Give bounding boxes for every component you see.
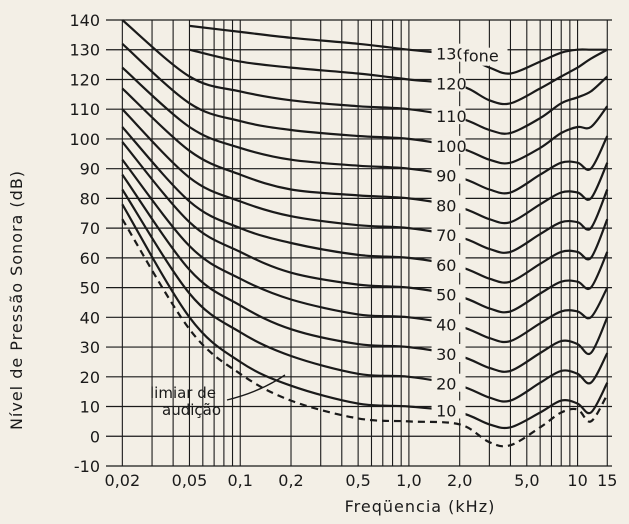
unit-label: fone <box>463 47 498 66</box>
curve-20 <box>121 188 609 403</box>
y-tick-label: 20 <box>80 368 100 387</box>
curve-label-20: 20 <box>436 375 456 394</box>
curve-label-30: 30 <box>436 345 456 364</box>
curve-label-bg <box>431 400 466 419</box>
curve-label-bg <box>431 73 466 92</box>
curve-label-bg <box>431 314 466 333</box>
x-tick-label: 15 <box>597 471 617 490</box>
threshold-label-line1: limiar de <box>150 384 216 402</box>
x-tick-label: 0,2 <box>278 471 303 490</box>
curve-label-bg <box>431 254 466 273</box>
y-tick-label: 90 <box>80 160 100 179</box>
y-tick-label: -10 <box>74 457 100 476</box>
y-tick-label: 100 <box>69 130 100 149</box>
y-tick-label: 0 <box>90 427 100 446</box>
curve-label-bg <box>431 165 466 184</box>
curve-label-40: 40 <box>436 315 456 334</box>
x-tick-label: 0,05 <box>172 471 208 490</box>
x-tick-label: 5,0 <box>514 471 539 490</box>
curve-label-bg <box>431 284 466 303</box>
curve-label-bg <box>431 343 466 362</box>
curve-70 <box>121 108 609 254</box>
curve-label-100: 100 <box>436 137 467 156</box>
curve-label-130: 130 <box>436 45 467 64</box>
unit-label-bg <box>461 47 508 66</box>
curve-110 <box>121 19 609 135</box>
y-tick-label: 30 <box>80 338 100 357</box>
x-tick-label: 10 <box>567 471 587 490</box>
curve-label-80: 80 <box>436 196 456 215</box>
curve-label-50: 50 <box>436 286 456 305</box>
curve-label-bg <box>431 225 466 244</box>
curve-label-60: 60 <box>436 256 456 275</box>
x-axis-title: Freqüencia (kHz) <box>345 497 496 516</box>
curve-30 <box>121 173 609 373</box>
y-tick-label: 40 <box>80 308 100 327</box>
curve-label-90: 90 <box>436 167 456 186</box>
curve-labels: 130 120 110 100 90 80 70 60 50 40 30 20 10 fone <box>431 43 508 420</box>
y-tick-label: 80 <box>80 189 100 208</box>
y-tick-label: 110 <box>69 100 100 119</box>
curve-120 <box>189 48 608 106</box>
curve-label-bg <box>431 106 466 125</box>
x-tick-label: 0,5 <box>345 471 370 490</box>
curve-label-bg <box>431 195 466 214</box>
x-tick-label: 0,02 <box>105 471 141 490</box>
x-tick-label: 0,1 <box>228 471 253 490</box>
curve-100 <box>121 42 609 165</box>
y-tick-label: 140 <box>69 11 100 30</box>
y-tick-label: 120 <box>69 70 100 89</box>
tick-labels: -10 0 10 20 30 40 50 60 70 80 90 100 110 120 130 140 0,0… <box>69 11 617 490</box>
curve-130 <box>189 24 608 75</box>
curve-label-120: 120 <box>436 74 467 93</box>
curves <box>121 19 609 448</box>
x-tick-label: 2,0 <box>447 471 472 490</box>
curve-40 <box>121 159 609 344</box>
threshold-annotation: limiar de audição <box>150 374 286 419</box>
curve-label-110: 110 <box>436 107 467 126</box>
y-tick-label: 60 <box>80 249 100 268</box>
y-tick-label: 130 <box>69 41 100 60</box>
curve-limiar-de-audição <box>121 218 609 448</box>
curve-label-10: 10 <box>436 401 456 420</box>
y-tick-label: 10 <box>80 398 100 417</box>
curve-90 <box>121 66 609 195</box>
curve-80 <box>121 87 609 225</box>
threshold-label-line2: audição <box>162 401 221 419</box>
curve-label-70: 70 <box>436 226 456 245</box>
curve-label-bg <box>431 135 466 154</box>
curve-label-bg <box>431 43 466 62</box>
y-tick-label: 50 <box>80 279 100 298</box>
x-tick-label: 1,0 <box>396 471 421 490</box>
curve-label-bg <box>431 373 466 392</box>
y-tick-label: 70 <box>80 219 100 238</box>
y-axis-title: Nível de Pressão Sonora (dB) <box>7 170 26 430</box>
curve-50 <box>121 141 609 314</box>
threshold-pointer <box>226 374 286 401</box>
curve-60 <box>121 126 609 284</box>
